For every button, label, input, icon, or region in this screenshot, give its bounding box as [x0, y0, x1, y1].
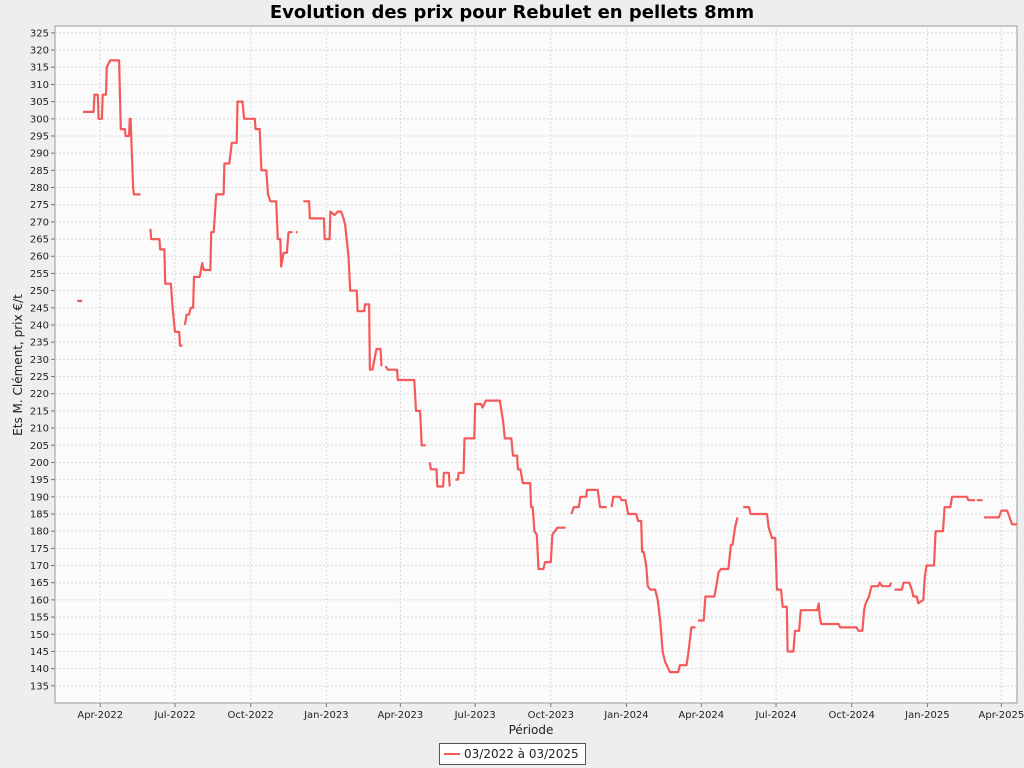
y-tick-label: 250	[30, 286, 49, 297]
y-tick-label: 170	[30, 561, 49, 572]
legend: 03/2022 à 03/2025	[439, 743, 586, 765]
y-tick-label: 295	[30, 131, 49, 142]
y-tick-label: 145	[30, 647, 49, 658]
series-line-0	[77, 59, 1017, 674]
y-tick-label: 135	[30, 681, 49, 692]
y-axis-label: Ets M. Clément, prix €/t	[11, 294, 25, 436]
y-tick-label: 215	[30, 406, 49, 417]
y-tick-label: 190	[30, 492, 49, 503]
y-tick-label: 305	[30, 97, 49, 108]
legend-swatch	[444, 753, 460, 755]
x-axis-ticks: Apr-2022 Jul-2022 Oct-2022 Jan-2023 Apr-2023…	[77, 703, 1024, 721]
x-tick-label: Apr-2024	[678, 710, 724, 721]
x-tick-label: Apr-2023	[377, 710, 423, 721]
x-tick-label: Jan-2024	[603, 710, 648, 721]
y-tick-label: 220	[30, 389, 49, 400]
y-tick-label: 160	[30, 595, 49, 606]
y-tick-label: 210	[30, 424, 49, 435]
x-tick-label: Jul-2022	[153, 710, 195, 721]
chart-title: Evolution des prix pour Rebulet en pelle…	[270, 2, 754, 23]
y-tick-label: 315	[30, 63, 49, 74]
chart: Evolution des prix pour Rebulet en pelle…	[11, 2, 1024, 737]
y-tick-label: 165	[30, 578, 49, 589]
y-tick-label: 270	[30, 217, 49, 228]
x-tick-label: Jul-2023	[454, 710, 496, 721]
x-tick-label: Jul-2024	[755, 710, 797, 721]
x-axis-label: Période	[509, 723, 554, 737]
x-tick-label: Oct-2023	[528, 710, 574, 721]
x-tick-label: Apr-2025	[979, 710, 1024, 721]
y-tick-label: 150	[30, 630, 49, 641]
y-tick-label: 195	[30, 475, 49, 486]
x-tick-label: Jan-2025	[904, 710, 949, 721]
y-tick-label: 255	[30, 269, 49, 280]
y-tick-label: 235	[30, 338, 49, 349]
series-group	[77, 59, 1017, 674]
y-tick-label: 200	[30, 458, 49, 469]
y-tick-label: 285	[30, 166, 49, 177]
x-tick-label: Apr-2022	[77, 710, 123, 721]
x-tick-label: Oct-2024	[829, 710, 875, 721]
y-tick-label: 155	[30, 613, 49, 624]
y-tick-label: 265	[30, 235, 49, 246]
y-tick-label: 280	[30, 183, 49, 194]
y-gridlines	[55, 32, 1017, 687]
y-tick-label: 225	[30, 372, 49, 383]
y-tick-label: 245	[30, 303, 49, 314]
y-tick-label: 300	[30, 114, 49, 125]
y-tick-label: 260	[30, 252, 49, 263]
y-tick-label: 205	[30, 441, 49, 452]
plot-area	[54, 25, 1018, 704]
y-tick-label: 275	[30, 200, 49, 211]
y-tick-label: 140	[30, 664, 49, 675]
y-tick-label: 180	[30, 527, 49, 538]
y-axis-ticks: 135 140 145 150 155 160 165 170 175 180 185 190 195 2…	[30, 28, 55, 692]
x-tick-label: Oct-2022	[228, 710, 274, 721]
y-tick-label: 240	[30, 320, 49, 331]
y-tick-label: 230	[30, 355, 49, 366]
y-tick-label: 290	[30, 149, 49, 160]
x-tick-label: Jan-2023	[303, 710, 348, 721]
x-gridlines	[99, 26, 1002, 703]
y-tick-label: 320	[30, 46, 49, 57]
y-tick-label: 325	[30, 28, 49, 39]
y-tick-label: 175	[30, 544, 49, 555]
legend-label: 03/2022 à 03/2025	[464, 747, 579, 761]
y-tick-label: 185	[30, 509, 49, 520]
y-tick-label: 310	[30, 80, 49, 91]
